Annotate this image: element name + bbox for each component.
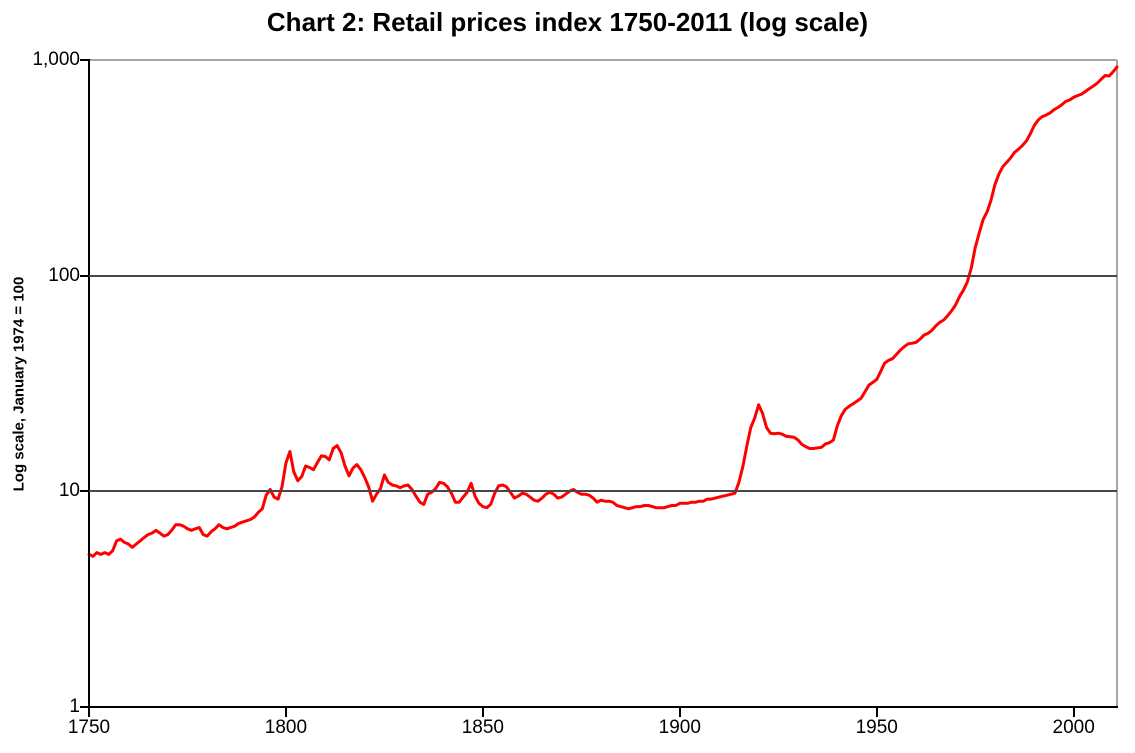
x-tick	[88, 708, 90, 717]
x-tick-label: 1800	[264, 717, 308, 738]
y-gridline-10	[89, 490, 1117, 493]
y-tick-label: 1,000	[32, 49, 80, 70]
rpi-line-chart	[87, 65, 1119, 558]
x-tick-label: 1750	[67, 717, 111, 738]
chart-title: Chart 2: Retail prices index 1750-2011 (…	[266, 7, 869, 37]
y-tick	[80, 59, 89, 61]
rpi-series-line	[87, 65, 1119, 558]
x-tick	[284, 708, 287, 717]
x-tick-label: 1850	[461, 717, 504, 738]
y-gridline-100	[89, 274, 1117, 277]
x-tick-label: 1900	[658, 717, 701, 738]
y-tick-label: 1	[69, 696, 80, 717]
y-tick	[80, 706, 89, 708]
y-tick	[80, 274, 89, 277]
y-axis-title: Log scale, January 1974 = 100	[10, 276, 28, 492]
y-tick-label: 10	[58, 480, 80, 502]
x-tick	[1072, 708, 1075, 717]
x-tick	[678, 708, 681, 717]
x-axis-line	[88, 706, 1118, 708]
plot-border-right	[1116, 60, 1118, 707]
x-tick-label: 1950	[855, 717, 898, 738]
y-axis-line	[88, 59, 90, 708]
y-tick	[80, 490, 89, 493]
y-tick-label: 100	[48, 264, 80, 286]
x-tick-label: 2000	[1052, 717, 1095, 738]
plot-border-top	[89, 59, 1117, 61]
x-tick	[481, 708, 484, 717]
plot-area	[80, 59, 1119, 717]
x-tick	[875, 708, 878, 717]
